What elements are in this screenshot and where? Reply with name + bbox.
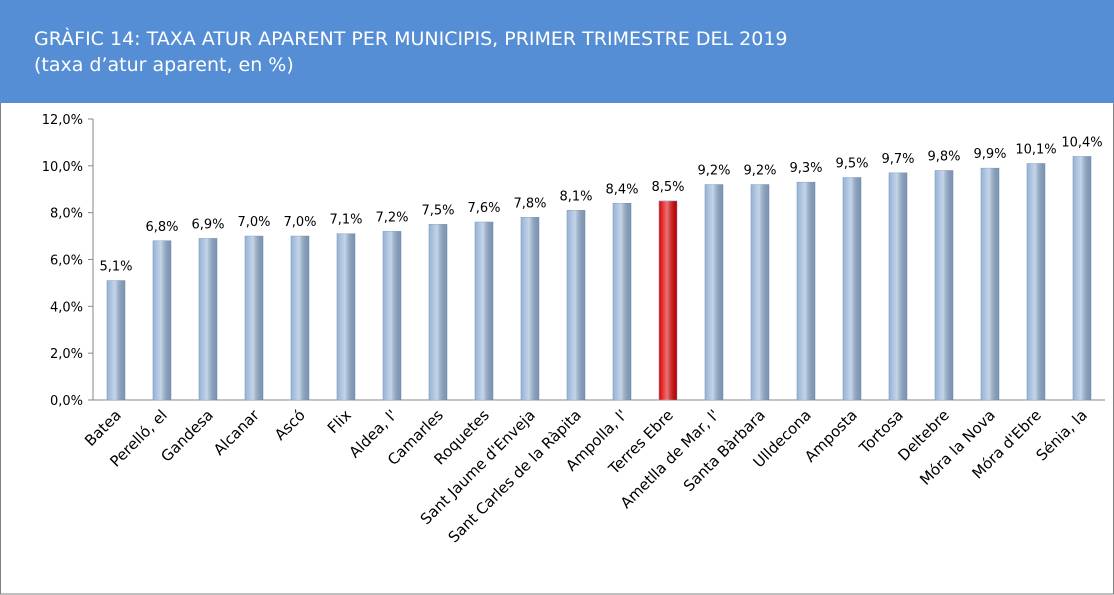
value-label: 7,5% <box>421 203 454 218</box>
value-label: 9,8% <box>927 150 960 165</box>
value-label: 7,2% <box>375 210 408 225</box>
bar-shine <box>613 203 631 400</box>
chart-title: GRÀFIC 14: TAXA ATUR APARENT PER MUNICIP… <box>34 28 788 50</box>
bar-shine <box>1027 163 1045 400</box>
bar-shine <box>153 240 171 400</box>
bar-shine <box>107 280 125 400</box>
bar-shine <box>751 184 769 400</box>
bar-shine <box>935 170 953 400</box>
header: GRÀFIC 14: TAXA ATUR APARENT PER MUNICIP… <box>0 0 1114 103</box>
bar-shine <box>245 236 263 400</box>
value-label: 7,8% <box>513 196 546 211</box>
bar-shine <box>383 231 401 400</box>
value-label: 9,2% <box>697 164 730 179</box>
bar-shine <box>521 217 539 400</box>
y-tick-label: 10,0% <box>42 160 83 175</box>
bar-shine <box>843 177 861 400</box>
bar-shine <box>429 224 447 400</box>
bar-shine <box>889 172 907 400</box>
chart-subtitle: (taxa d’atur aparent, en %) <box>34 54 294 76</box>
value-label: 9,3% <box>789 161 822 176</box>
value-label: 10,4% <box>1061 135 1102 150</box>
y-tick-label: 2,0% <box>50 347 83 362</box>
y-tick-label: 8,0% <box>50 207 83 222</box>
value-label: 10,1% <box>1015 142 1056 157</box>
bar-shine <box>981 168 999 400</box>
bar-shine <box>705 184 723 400</box>
value-label: 9,2% <box>743 164 776 179</box>
value-label: 9,7% <box>881 152 914 167</box>
value-label: 6,8% <box>145 220 178 235</box>
bar-shine <box>1073 156 1091 400</box>
value-label: 9,5% <box>835 157 868 172</box>
y-tick-label: 6,0% <box>50 254 83 269</box>
y-tick-label: 12,0% <box>42 113 83 128</box>
value-label: 7,0% <box>237 215 270 230</box>
value-label: 7,6% <box>467 201 500 216</box>
bar-shine <box>567 210 585 400</box>
bar-shine <box>797 182 815 400</box>
bar-shine <box>659 200 677 400</box>
bar-shine <box>337 233 355 400</box>
frame <box>0 99 1114 595</box>
value-label: 8,1% <box>559 189 592 204</box>
value-label: 6,9% <box>191 217 224 232</box>
bar-shine <box>291 236 309 400</box>
value-label: 7,1% <box>329 213 362 228</box>
y-tick-label: 4,0% <box>50 300 83 315</box>
value-label: 5,1% <box>99 260 132 275</box>
value-label: 8,5% <box>651 180 684 195</box>
bar-shine <box>199 238 217 400</box>
y-tick-label: 0,0% <box>50 394 83 409</box>
bar-shine <box>475 222 493 400</box>
value-label: 8,4% <box>605 182 638 197</box>
value-label: 9,9% <box>973 147 1006 162</box>
value-label: 7,0% <box>283 215 316 230</box>
